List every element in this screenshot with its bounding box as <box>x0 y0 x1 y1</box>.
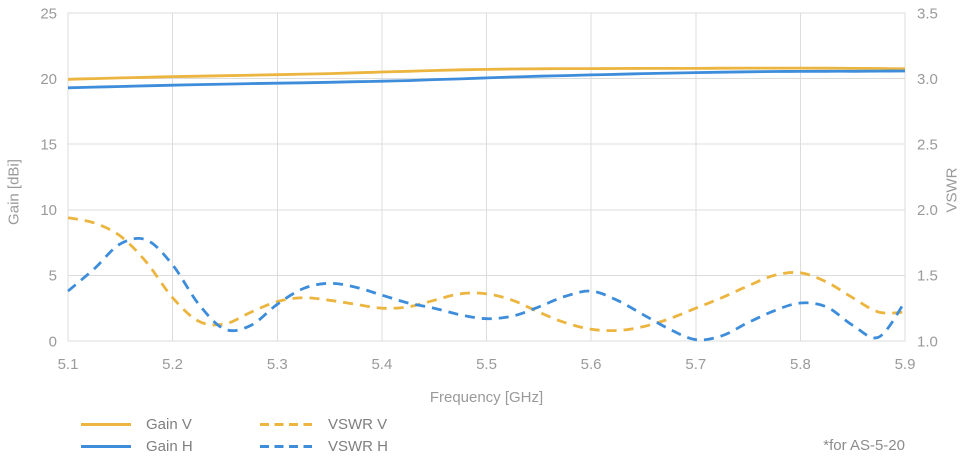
series-gain-v-line <box>67 66 906 81</box>
y-right-tick-label: 2.5 <box>917 136 938 153</box>
x-tick-label: 5.9 <box>895 356 916 373</box>
y-left-tick-label: 15 <box>40 136 57 153</box>
y-left-tick-label: 20 <box>40 71 57 88</box>
series-gain-h-line <box>67 69 906 90</box>
x-axis-label: Frequency [GHz] <box>429 389 544 406</box>
footnote: *for AS-5-20 <box>823 437 905 454</box>
plot-border <box>67 12 906 342</box>
legend-label-vswr-v: VSWR V <box>328 416 388 433</box>
y-right-tick-label: 1.0 <box>917 333 938 350</box>
x-tick-label: 5.5 <box>476 356 497 373</box>
y-right-tick-label: 3.5 <box>917 5 938 22</box>
legend-swatch-gain-v <box>81 423 131 426</box>
x-tick-label: 5.4 <box>371 356 392 373</box>
y-left-tick-label: 25 <box>40 5 57 22</box>
y-right-tick-label: 2.0 <box>917 202 938 219</box>
y-left-tick-label: 5 <box>49 268 57 285</box>
legend-swatch-vswr-h <box>260 445 312 448</box>
y-left-axis-label: Gain [dBi] <box>5 159 23 225</box>
y-left-tick-label: 10 <box>40 202 57 219</box>
y-right-tick-label: 1.5 <box>917 268 938 285</box>
x-tick-label: 5.2 <box>162 356 183 373</box>
x-tick-label: 5.1 <box>58 356 79 373</box>
legend-swatch-vswr-v <box>260 423 312 426</box>
chart-legend: Gain V VSWR V Gain H VSWR H <box>80 417 388 454</box>
x-tick-label: 5.7 <box>685 356 706 373</box>
y-right-tick-label: 3.0 <box>917 71 938 88</box>
legend-label-gain-v: Gain V <box>146 416 192 433</box>
x-tick-label: 5.8 <box>790 356 811 373</box>
y-left-tick-label: 0 <box>49 333 57 350</box>
legend-label-gain-h: Gain H <box>146 438 193 455</box>
x-tick-label: 5.3 <box>267 356 288 373</box>
series-vswr-v-line <box>67 216 906 333</box>
y-right-axis-label: VSWR <box>943 167 961 213</box>
legend-label-vswr-h: VSWR H <box>328 438 388 455</box>
legend-swatch-gain-h <box>81 445 131 448</box>
series-vswr-h-line <box>67 237 907 342</box>
x-tick-label: 5.6 <box>581 356 602 373</box>
